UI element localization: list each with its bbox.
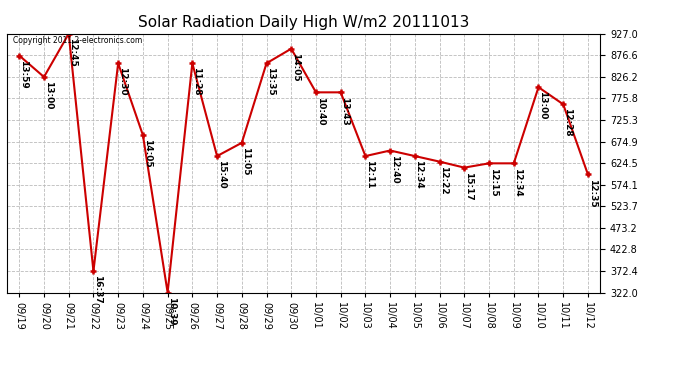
Text: 10:39: 10:39 (167, 297, 176, 325)
Text: Copyright 2011 2-electronics.com: Copyright 2011 2-electronics.com (13, 36, 142, 45)
Text: 12:30: 12:30 (118, 68, 127, 96)
Text: 15:17: 15:17 (464, 172, 473, 201)
Text: 12:40: 12:40 (390, 154, 399, 183)
Text: 11:28: 11:28 (192, 68, 201, 96)
Text: 13:35: 13:35 (266, 68, 275, 96)
Text: 13:59: 13:59 (19, 60, 28, 88)
Text: 15:40: 15:40 (217, 160, 226, 189)
Text: 12:11: 12:11 (365, 160, 374, 189)
Text: 12:28: 12:28 (563, 108, 572, 137)
Text: 12:34: 12:34 (415, 160, 424, 189)
Text: 12:15: 12:15 (489, 168, 497, 196)
Text: 12:34: 12:34 (513, 168, 522, 196)
Title: Solar Radiation Daily High W/m2 20111013: Solar Radiation Daily High W/m2 20111013 (138, 15, 469, 30)
Text: 11:05: 11:05 (241, 147, 250, 176)
Text: 12:22: 12:22 (440, 166, 449, 194)
Text: 14:05: 14:05 (143, 139, 152, 168)
Text: 13:43: 13:43 (340, 96, 349, 125)
Text: 10:40: 10:40 (315, 96, 324, 125)
Text: 13:00: 13:00 (43, 81, 52, 110)
Text: 16:37: 16:37 (93, 275, 102, 304)
Text: 14:05: 14:05 (291, 53, 300, 81)
Text: 12:45: 12:45 (68, 38, 77, 67)
Text: 12:35: 12:35 (588, 178, 597, 207)
Text: 13:00: 13:00 (538, 92, 547, 120)
